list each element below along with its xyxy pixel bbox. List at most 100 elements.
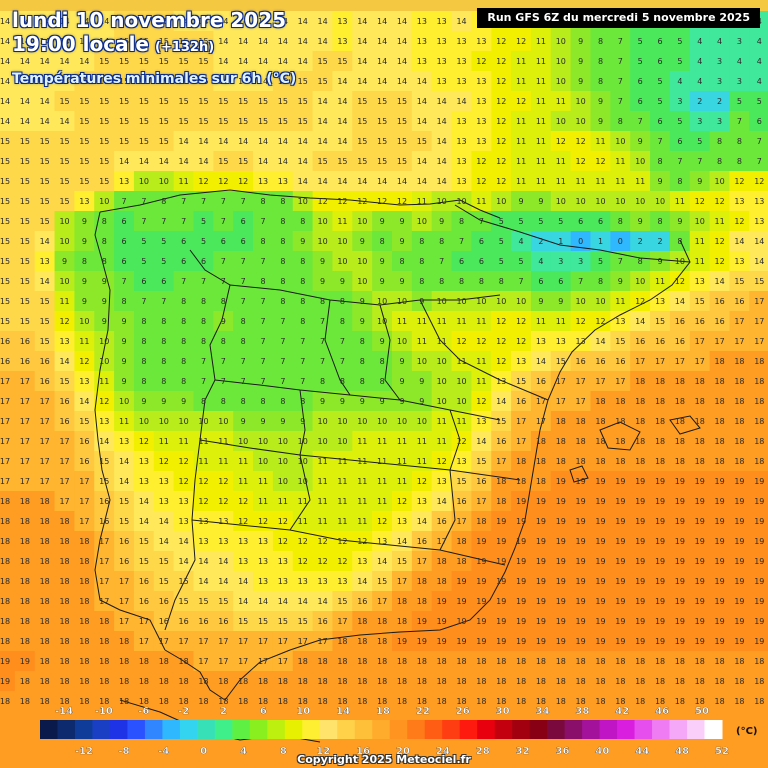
temperature-value: 12 — [258, 517, 268, 526]
temperature-cell — [54, 291, 76, 312]
temperature-cell — [332, 151, 354, 172]
temperature-value: 14 — [337, 117, 347, 126]
temperature-value: 12 — [496, 337, 506, 346]
temperature-value: 14 — [734, 237, 744, 246]
legend-bottom-labels: -12 -8 -4 0 4 8 12 16 20 24 28 32 36 40 44 48 52 — [75, 746, 729, 756]
temperature-cell — [153, 671, 175, 692]
temperature-cell — [610, 171, 632, 192]
temperature-value: 18 — [734, 677, 744, 686]
temperature-cell — [0, 731, 16, 752]
temperature-cell — [312, 371, 334, 392]
temperature-value: 7 — [241, 297, 246, 306]
temperature-value: 9 — [399, 237, 404, 246]
temperature-value: 13 — [258, 177, 268, 186]
temperature-cell — [550, 71, 572, 92]
temperature-cell — [74, 11, 96, 32]
temperature-cell — [272, 171, 294, 192]
temperature-value: 14 — [635, 317, 645, 326]
temperature-value: 14 — [258, 597, 268, 606]
temperature-value: 11 — [357, 477, 367, 486]
temperature-value: 14 — [40, 57, 50, 66]
temperature-value: 15 — [139, 37, 149, 46]
temperature-value: 7 — [261, 297, 266, 306]
temperature-cell — [272, 151, 294, 172]
temperature-value: 15 — [298, 117, 308, 126]
temperature-value: 14 — [258, 157, 268, 166]
temperature-value: 4 — [538, 257, 543, 266]
temperature-cell — [689, 71, 711, 92]
temperature-cell — [570, 671, 592, 692]
temperature-value: 15 — [99, 177, 109, 186]
temperature-value: 14 — [437, 137, 447, 146]
temperature-cell — [292, 511, 314, 532]
temperature-cell — [610, 551, 632, 572]
temperature-value: 14 — [59, 77, 69, 86]
temperature-cell — [54, 591, 76, 612]
temperature-cell — [14, 611, 36, 632]
temperature-cell — [193, 391, 215, 412]
temperature-cell — [471, 111, 493, 132]
temperature-cell — [749, 151, 768, 172]
temperature-cell — [511, 291, 532, 312]
temperature-value: 19 — [456, 617, 466, 626]
temperature-value: 17 — [516, 417, 526, 426]
temperature-value: 7 — [221, 357, 226, 366]
temperature-cell — [193, 71, 215, 92]
temperature-value: 13 — [437, 37, 447, 46]
temperature-value: 14 — [218, 17, 228, 26]
temperature-value: 19 — [417, 637, 427, 646]
temperature-value: 15 — [397, 157, 407, 166]
temperature-value: 15 — [20, 297, 30, 306]
temperature-value: 3 — [558, 257, 563, 266]
temperature-cell — [669, 691, 691, 712]
temperature-value: 14 — [278, 17, 288, 26]
temperature-cell — [610, 91, 632, 112]
temperature-cell — [352, 131, 374, 152]
temperature-value: 13 — [516, 357, 526, 366]
temperature-cell — [233, 611, 255, 632]
temperature-cell — [650, 431, 671, 452]
temperature-value: 14 — [456, 97, 466, 106]
temperature-value: 17 — [754, 337, 764, 346]
legend-bottom-label: -8 — [118, 746, 129, 756]
temperature-cell — [34, 651, 56, 672]
temperature-cell — [173, 311, 195, 332]
temperature-cell — [709, 71, 731, 92]
temperature-value: 19 — [476, 557, 486, 566]
temperature-value: 6 — [658, 37, 663, 46]
temperature-value: 19 — [576, 577, 586, 586]
temperature-cell — [153, 451, 175, 472]
temperature-value: 13 — [377, 537, 387, 546]
temperature-cell — [471, 31, 493, 52]
temperature-cell — [173, 131, 195, 152]
temperature-cell — [392, 631, 413, 652]
legend-swatch — [179, 720, 198, 739]
temperature-cell — [550, 471, 572, 492]
temperature-cell — [292, 111, 314, 132]
temperature-cell — [193, 411, 215, 432]
temperature-cell — [133, 431, 155, 452]
temperature-value: 19 — [595, 617, 605, 626]
temperature-value: 17 — [20, 397, 30, 406]
temperature-value: 13 — [576, 337, 586, 346]
temperature-value: 7 — [280, 357, 285, 366]
temperature-cell — [114, 471, 135, 492]
temperature-value: 18 — [99, 617, 109, 626]
temperature-cell — [272, 591, 294, 612]
legend-swatch — [477, 720, 496, 739]
temperature-value: 17 — [337, 617, 347, 626]
temperature-value: 14 — [20, 17, 30, 26]
temperature-cell — [530, 471, 552, 492]
temperature-value: 9 — [122, 377, 127, 386]
temperature-value: 12 — [198, 477, 208, 486]
temperature-value: 14 — [238, 577, 248, 586]
temperature-value: 15 — [99, 77, 109, 86]
temperature-value: 18 — [0, 497, 10, 506]
temperature-cell — [709, 491, 731, 512]
temperature-value: 6 — [479, 257, 484, 266]
temperature-value: 17 — [377, 597, 387, 606]
temperature-value: 18 — [318, 677, 328, 686]
temperature-cell — [213, 431, 235, 452]
temperature-value: 11 — [357, 457, 367, 466]
temperature-cell — [133, 691, 155, 712]
